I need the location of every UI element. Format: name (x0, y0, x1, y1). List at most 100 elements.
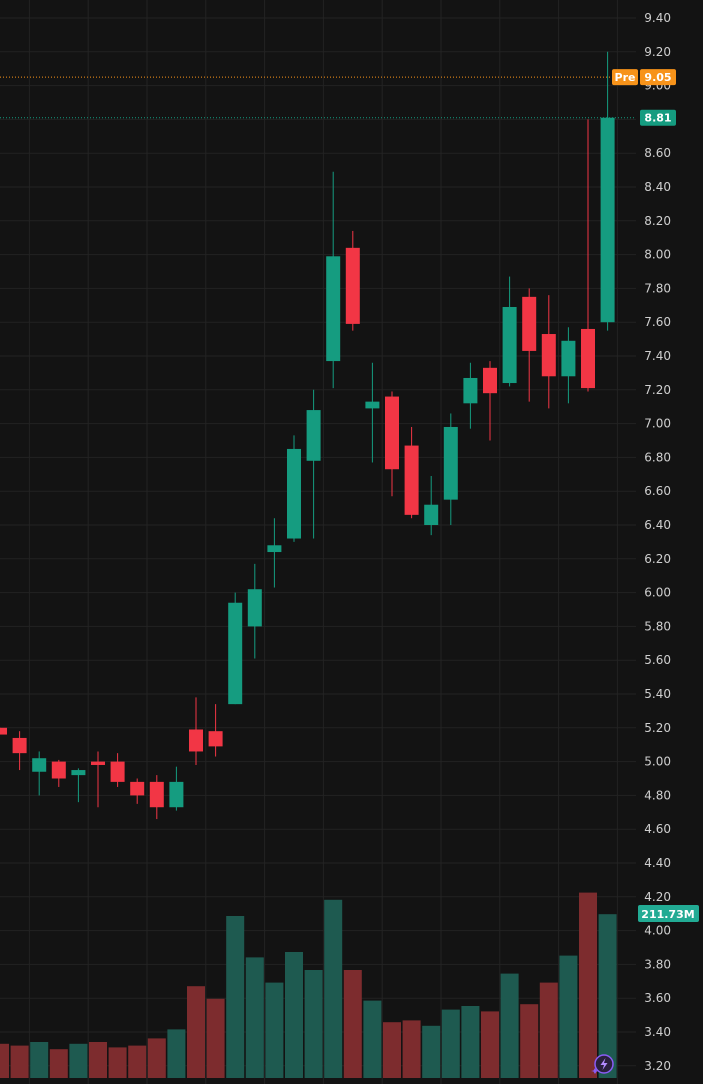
candle-body (365, 401, 380, 409)
price-tick-label: 4.60 (644, 822, 671, 836)
price-tick-label: 8.20 (644, 214, 671, 228)
volume-bar (402, 1020, 421, 1078)
volume-bar (265, 982, 284, 1078)
candle (345, 230, 360, 331)
volume-bar (187, 986, 205, 1078)
price-tags: Pre 9.05 8.81 211.73M (612, 69, 699, 922)
candle-body (561, 340, 576, 377)
candle-body (32, 758, 47, 772)
candle-body (541, 334, 556, 377)
price-tick-label: 5.00 (644, 755, 671, 769)
price-tick-label: 7.60 (644, 315, 671, 329)
lightning-icon[interactable] (591, 1054, 614, 1074)
price-tick-label: 5.40 (644, 687, 671, 701)
candle-body (385, 396, 399, 470)
price-axis[interactable]: 9.409.209.008.808.608.408.208.007.807.60… (644, 11, 671, 1073)
price-tick-label: 9.40 (644, 11, 671, 25)
last-price-tag (640, 109, 676, 126)
grid-lines (0, 0, 636, 1084)
candle-body (247, 589, 262, 627)
candle (0, 727, 7, 735)
candle (91, 751, 105, 808)
candlesticks (0, 51, 615, 820)
candle-body (502, 306, 517, 384)
price-lines (0, 76, 636, 119)
price-tick-label: 4.00 (644, 924, 671, 938)
candle (306, 389, 321, 539)
price-tick-label: 8.00 (644, 248, 671, 262)
volume-bar (422, 1025, 441, 1078)
candle (228, 592, 243, 705)
candle-body (71, 770, 86, 776)
candle (443, 413, 458, 525)
volume-bar (226, 916, 245, 1078)
volume-bars (0, 892, 617, 1078)
price-tick-label: 7.80 (644, 281, 671, 295)
price-tick-label: 3.40 (644, 1025, 671, 1039)
price-tick-label: 4.80 (644, 788, 671, 802)
candle (483, 361, 497, 441)
price-tick-label: 9.20 (644, 45, 671, 59)
candle (189, 697, 203, 765)
volume-bar (49, 1049, 68, 1078)
candle-body (463, 377, 478, 404)
candle-body (287, 448, 301, 539)
candle (326, 171, 341, 389)
candle-body (326, 256, 341, 362)
price-tick-label: 6.60 (644, 484, 671, 498)
candle (404, 426, 419, 519)
volume-bar (324, 899, 343, 1078)
last-price: 8.81 (644, 112, 671, 125)
candle-body (91, 761, 105, 765)
candle (208, 704, 223, 757)
candle-body (51, 761, 66, 779)
candle (541, 295, 556, 409)
price-tick-label: 6.00 (644, 586, 671, 600)
price-tick-label: 3.60 (644, 991, 671, 1005)
volume-bar (363, 1000, 382, 1078)
candle-body (404, 445, 419, 515)
volume-bar (108, 1047, 127, 1078)
candle (169, 766, 184, 811)
volume-bar (383, 1022, 401, 1078)
candle (424, 475, 439, 536)
candle (600, 51, 615, 331)
candle-body (110, 761, 125, 782)
candle-body (345, 247, 360, 324)
candle (463, 362, 478, 429)
volume-bar (69, 1043, 88, 1078)
candle (502, 276, 517, 387)
price-tick-label: 7.40 (644, 349, 671, 363)
candle (247, 563, 262, 659)
price-tick-label: 8.40 (644, 180, 671, 194)
volume-bar (167, 1029, 186, 1078)
price-tick-label: 6.40 (644, 518, 671, 532)
pre-market-price-tag (640, 69, 676, 86)
candle (561, 327, 576, 404)
volume-bar (128, 1045, 147, 1078)
volume-bar (559, 955, 578, 1078)
candle (110, 753, 125, 787)
candle (12, 731, 27, 771)
candle-body (522, 296, 537, 351)
pre-market-price: 9.05 (644, 71, 671, 84)
volume-bar (285, 952, 303, 1078)
volume-bar (10, 1045, 29, 1078)
pre-market-label: Pre (615, 71, 636, 84)
candle-body (424, 504, 439, 525)
volume-value: 211.73M (641, 908, 694, 921)
price-tick-label: 7.20 (644, 383, 671, 397)
price-tick-label: 4.40 (644, 856, 671, 870)
candle (287, 435, 301, 542)
candle-body (208, 731, 223, 747)
volume-bar (89, 1042, 107, 1078)
volume-bar (500, 973, 519, 1078)
volume-bar (539, 982, 558, 1078)
candle-body (600, 117, 615, 323)
price-tick-label: 5.80 (644, 619, 671, 633)
price-tick-label: 6.20 (644, 552, 671, 566)
candle (385, 391, 399, 497)
volume-bar (30, 1042, 49, 1078)
price-tick-label: 8.60 (644, 146, 671, 160)
